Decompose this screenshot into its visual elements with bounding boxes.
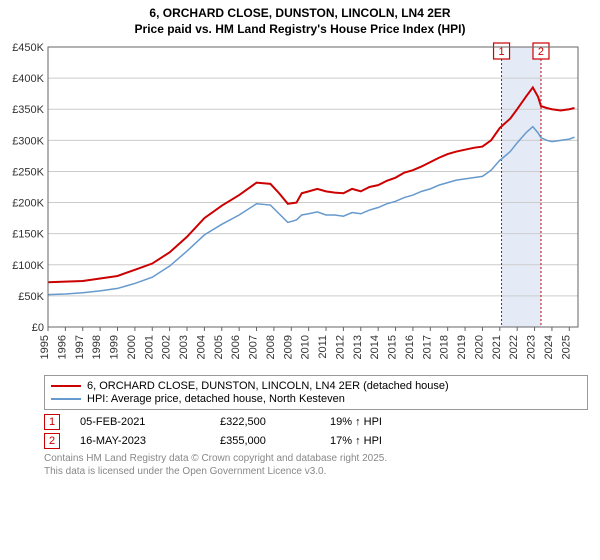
svg-text:£350K: £350K [12, 104, 44, 116]
svg-text:1999: 1999 [109, 335, 121, 359]
legend-box: 6, ORCHARD CLOSE, DUNSTON, LINCOLN, LN4 … [44, 375, 588, 410]
svg-text:2006: 2006 [230, 335, 242, 359]
svg-text:2: 2 [538, 46, 544, 58]
transaction-marker-1: 1 [44, 414, 60, 430]
svg-text:2023: 2023 [526, 335, 538, 359]
chart-container: 6, ORCHARD CLOSE, DUNSTON, LINCOLN, LN4 … [0, 0, 600, 560]
svg-text:2013: 2013 [352, 335, 364, 359]
svg-text:2019: 2019 [456, 335, 468, 359]
svg-text:1995: 1995 [39, 335, 51, 359]
svg-text:2011: 2011 [317, 335, 329, 359]
svg-text:2024: 2024 [543, 335, 555, 359]
transaction-date-1: 05-FEB-2021 [80, 416, 220, 428]
svg-text:2000: 2000 [126, 335, 138, 359]
transaction-price-2: £355,000 [220, 435, 330, 447]
transaction-row-2: 2 16-MAY-2023 £355,000 17% ↑ HPI [44, 433, 588, 449]
svg-text:£50K: £50K [18, 291, 44, 303]
transaction-row-1: 1 05-FEB-2021 £322,500 19% ↑ HPI [44, 414, 588, 430]
svg-text:2021: 2021 [491, 335, 503, 359]
svg-text:£400K: £400K [12, 73, 44, 85]
svg-text:2017: 2017 [421, 335, 433, 359]
svg-text:2007: 2007 [248, 335, 260, 359]
svg-text:2015: 2015 [387, 335, 399, 359]
svg-text:£200K: £200K [12, 198, 44, 210]
svg-text:2008: 2008 [265, 335, 277, 359]
legend-label-hpi: HPI: Average price, detached house, Nort… [87, 393, 345, 405]
chart-area: £0 £50K £100K £150K £200K £250K £300K £350K £400… [8, 41, 588, 371]
svg-text:2012: 2012 [334, 335, 346, 359]
svg-text:2003: 2003 [178, 335, 190, 359]
legend-swatch-hpi [51, 398, 81, 400]
footnote-line-1: Contains HM Land Registry data © Crown c… [44, 453, 588, 466]
legend-label-price: 6, ORCHARD CLOSE, DUNSTON, LINCOLN, LN4 … [87, 380, 449, 392]
svg-text:£300K: £300K [12, 136, 44, 148]
svg-text:2009: 2009 [282, 335, 294, 359]
svg-text:2001: 2001 [143, 335, 155, 359]
title-line-2: Price paid vs. HM Land Registry's House … [10, 22, 590, 38]
svg-text:2025: 2025 [560, 335, 572, 359]
transaction-table: 1 05-FEB-2021 £322,500 19% ↑ HPI 2 16-MA… [44, 414, 588, 449]
svg-text:2002: 2002 [161, 335, 173, 359]
legend-swatch-price [51, 385, 81, 388]
footnote-line-2: This data is licensed under the Open Gov… [44, 466, 588, 479]
transaction-date-2: 16-MAY-2023 [80, 435, 220, 447]
svg-text:£250K: £250K [12, 167, 44, 179]
title-block: 6, ORCHARD CLOSE, DUNSTON, LINCOLN, LN4 … [0, 0, 600, 39]
svg-text:2014: 2014 [369, 335, 381, 359]
transaction-marker-2: 2 [44, 433, 60, 449]
svg-text:£0: £0 [32, 322, 44, 334]
footnote: Contains HM Land Registry data © Crown c… [44, 453, 588, 478]
svg-text:1996: 1996 [56, 335, 68, 359]
title-line-1: 6, ORCHARD CLOSE, DUNSTON, LINCOLN, LN4 … [10, 6, 590, 22]
svg-text:1997: 1997 [74, 335, 86, 359]
svg-text:£100K: £100K [12, 260, 44, 272]
legend-row-price: 6, ORCHARD CLOSE, DUNSTON, LINCOLN, LN4 … [51, 380, 581, 392]
legend-row-hpi: HPI: Average price, detached house, Nort… [51, 393, 581, 405]
svg-text:1998: 1998 [91, 335, 103, 359]
svg-text:2020: 2020 [473, 335, 485, 359]
svg-text:£450K: £450K [12, 42, 44, 54]
svg-text:2005: 2005 [213, 335, 225, 359]
transaction-pct-1: 19% ↑ HPI [330, 416, 450, 428]
transaction-pct-2: 17% ↑ HPI [330, 435, 450, 447]
svg-text:2004: 2004 [195, 335, 207, 359]
chart-svg: £0 £50K £100K £150K £200K £250K £300K £350K £400… [8, 41, 588, 371]
transaction-price-1: £322,500 [220, 416, 330, 428]
svg-text:1: 1 [498, 46, 504, 58]
svg-text:2016: 2016 [404, 335, 416, 359]
svg-text:2010: 2010 [300, 335, 312, 359]
svg-text:2022: 2022 [508, 335, 520, 359]
svg-text:2018: 2018 [439, 335, 451, 359]
svg-text:£150K: £150K [12, 229, 44, 241]
